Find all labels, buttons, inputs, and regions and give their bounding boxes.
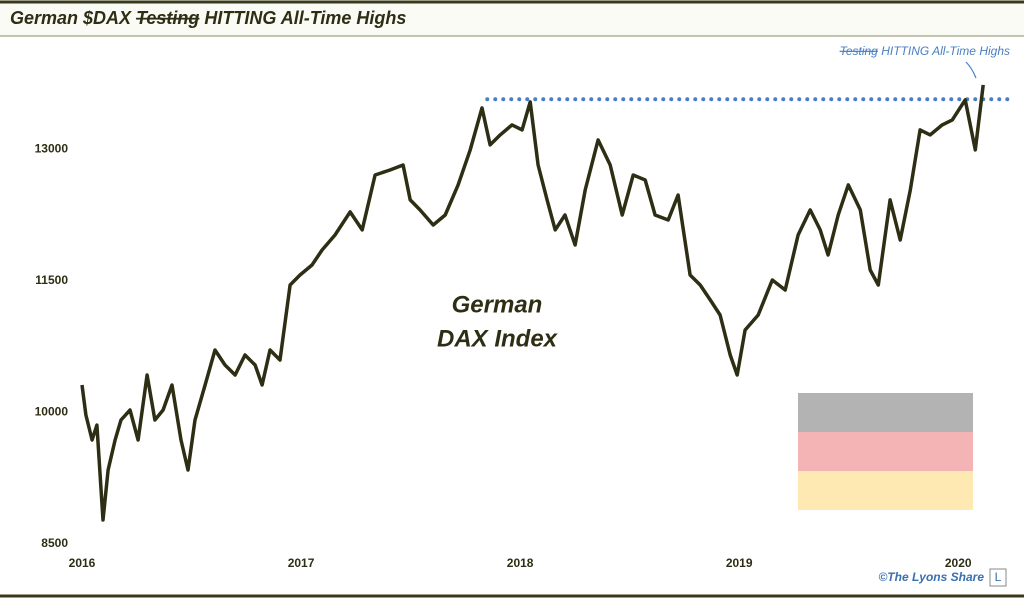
title-bar xyxy=(0,0,1024,36)
flag-stripe xyxy=(798,432,973,471)
y-tick-label: 8500 xyxy=(41,536,68,550)
credit: ©The Lyons Share xyxy=(878,570,984,584)
logo: L xyxy=(995,570,1002,584)
y-tick-label: 13000 xyxy=(35,141,69,155)
x-tick-label: 2020 xyxy=(945,556,972,570)
y-tick-label: 10000 xyxy=(35,405,69,419)
index-label: DAX Index xyxy=(437,325,559,352)
x-tick-label: 2016 xyxy=(69,556,96,570)
title-part: Testing xyxy=(136,8,199,28)
price-line xyxy=(80,84,985,522)
x-tick-label: 2019 xyxy=(726,556,753,570)
title-part: HITTING All-Time Highs xyxy=(204,8,406,28)
annotation: Testing HITTING All-Time Highs xyxy=(840,44,1010,58)
index-label: German xyxy=(452,291,543,318)
x-tick-label: 2018 xyxy=(507,556,534,570)
flag-stripe xyxy=(798,471,973,510)
chart-title: German $DAX Testing HITTING All-Time Hig… xyxy=(10,8,406,28)
annotation-part: Testing xyxy=(840,44,879,58)
logo-box xyxy=(989,568,1007,587)
annotation-part: HITTING All-Time Highs xyxy=(881,44,1010,58)
y-tick-label: 11500 xyxy=(35,273,68,287)
annotation-arrow xyxy=(965,61,977,79)
title-part: German $DAX xyxy=(10,8,132,28)
flag-stripe xyxy=(798,393,973,432)
x-tick-label: 2017 xyxy=(288,556,315,570)
